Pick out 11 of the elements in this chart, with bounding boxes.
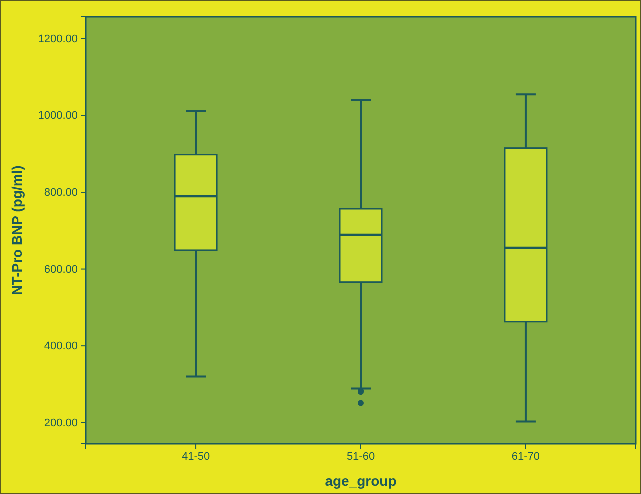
x-axis-title: age_group <box>325 473 397 489</box>
y-tick-label: 400.00 <box>44 340 78 353</box>
x-tick-label: 61-70 <box>512 450 540 463</box>
x-tick-label: 51-60 <box>346 450 376 463</box>
y-tick-label: 800.00 <box>44 187 78 200</box>
y-tick-label: 1000.00 <box>38 110 78 122</box>
y-tick-label: 1200.00 <box>38 33 78 46</box>
y-axis-title: NT-Pro BNP (pg/ml) <box>9 166 25 296</box>
y-tick-label: 200.00 <box>44 417 78 430</box>
y-tick-label: 600.00 <box>44 264 78 276</box>
x-tick-label: 41-50 <box>182 450 210 463</box>
